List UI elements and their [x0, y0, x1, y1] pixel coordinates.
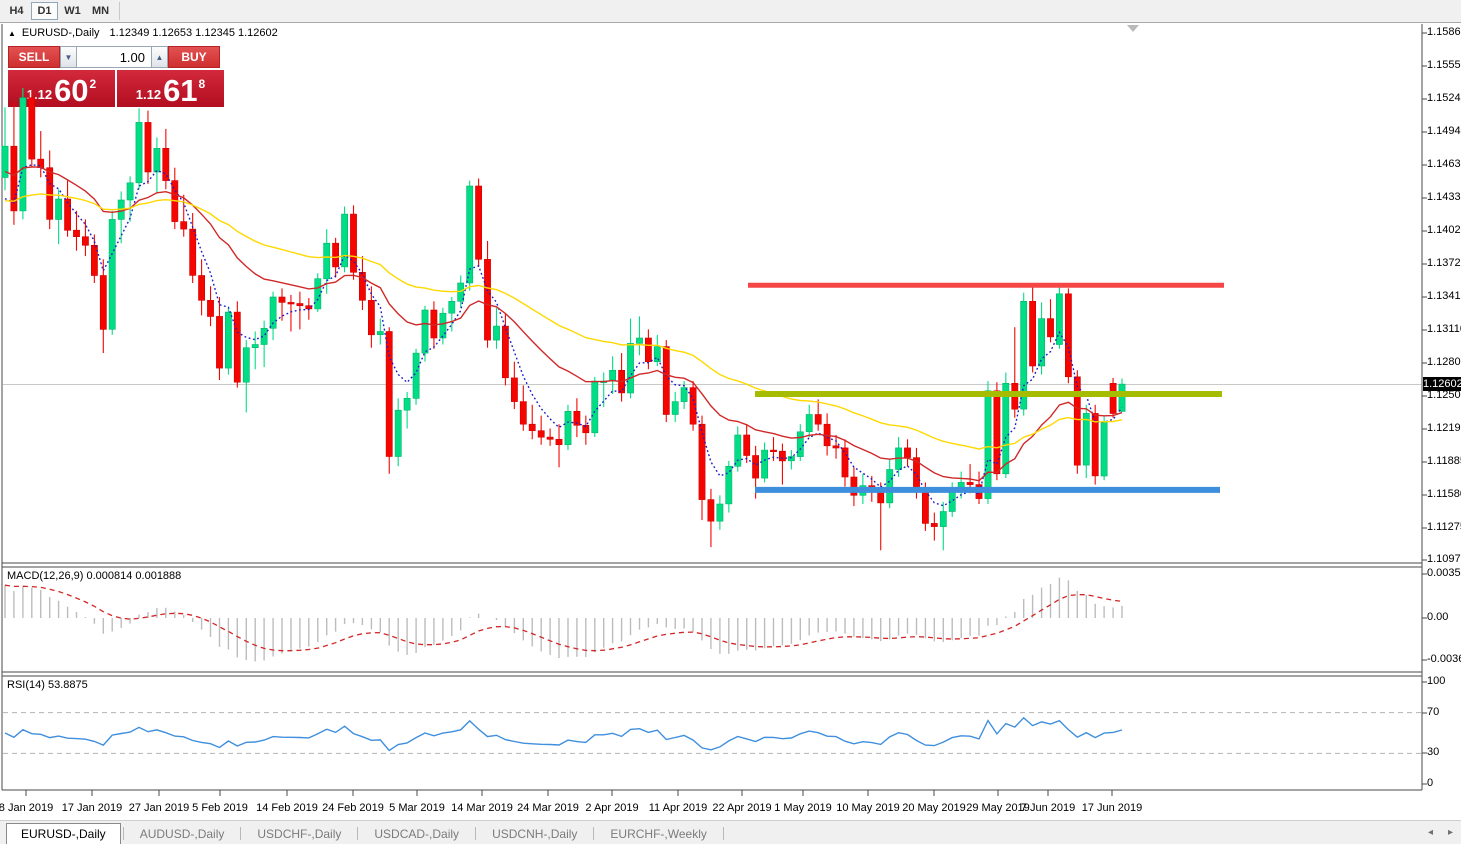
date-axis-label: 8 Jan 2019: [0, 802, 54, 814]
price-axis-label: 1.13110: [1427, 323, 1461, 335]
date-axis-label: 24 Feb 2019: [322, 802, 384, 814]
bottom-bar: EURUSD-,Daily AUDUSD-,Daily USDCHF-,Dail…: [0, 820, 1461, 844]
tab-separator: [475, 827, 477, 840]
volume-input[interactable]: [77, 46, 151, 68]
price-axis-label: 1.13720: [1427, 257, 1461, 269]
tab-eurchf-weekly[interactable]: EURCHF-,Weekly: [610, 826, 707, 841]
price-axis-label: 1.14330: [1427, 191, 1461, 203]
tab-usdcad-daily[interactable]: USDCAD-,Daily: [374, 826, 460, 841]
price-axis-label: 1.12500: [1427, 389, 1461, 401]
buy-quote-button[interactable]: 1.12 61 8: [117, 70, 224, 107]
rsi-axis-label: 30: [1427, 746, 1440, 758]
price-axis-label: 1.14635: [1427, 158, 1461, 170]
tab-usdchf-daily[interactable]: USDCHF-,Daily: [257, 826, 342, 841]
tab-separator: [357, 827, 359, 840]
timeframe-mn-button[interactable]: MN: [87, 2, 114, 20]
date-axis-label: 5 Mar 2019: [389, 802, 445, 814]
tab-separator: [593, 827, 595, 840]
macd-indicator-label: MACD(12,26,9) 0.000814 0.001888: [7, 570, 182, 582]
price-axis-label: 1.11275: [1427, 521, 1461, 533]
date-axis-label: 1 May 2019: [774, 802, 832, 814]
chart-tabs: EURUSD-,Daily AUDUSD-,Daily USDCHF-,Dail…: [6, 823, 726, 844]
chart-title-marker-icon: ▲: [8, 28, 16, 38]
price-axis-label: 1.11580: [1427, 488, 1461, 500]
price-axis-label: 1.15245: [1427, 92, 1461, 104]
buy-price-pips: 61: [163, 73, 198, 108]
price-axis-label: 1.13415: [1427, 290, 1461, 302]
buy-price-prefix: 1.12: [135, 87, 162, 102]
chart-ohlc-values: 1.12349 1.12653 1.12345 1.12602: [109, 27, 278, 39]
tab-separator: [722, 827, 724, 840]
macd-axis-label: 0.003518: [1427, 567, 1461, 579]
date-axis-label: 17 Jan 2019: [61, 802, 123, 814]
tab-separator: [122, 827, 124, 840]
date-axis-label: 17 Jun 2019: [1081, 802, 1143, 814]
price-axis-label: 1.15860: [1427, 26, 1461, 38]
tab-scroll-left-icon[interactable]: ◂: [1428, 827, 1434, 838]
one-click-trading-panel: SELL ▼ ▲ BUY 1.12 60 2 1.12 61 8: [8, 46, 226, 107]
price-axis-label: 1.11885: [1427, 455, 1461, 467]
rsi-indicator-label: RSI(14) 53.8875: [7, 679, 88, 691]
timeframe-toolbar: H4 D1 W1 MN: [0, 0, 1461, 23]
date-axis-label: 22 Apr 2019: [712, 802, 772, 814]
date-axis-label: 14 Mar 2019: [451, 802, 513, 814]
tab-separator: [240, 827, 242, 840]
macd-axis-label: -0.00367: [1427, 653, 1461, 665]
tab-scroll-right-icon[interactable]: ▸: [1448, 827, 1454, 838]
macd-axis-label: 0.00: [1427, 611, 1449, 623]
timeframe-d1-button[interactable]: D1: [31, 2, 58, 20]
date-axis-label: 20 May 2019: [902, 802, 966, 814]
chart-title: ▲ EURUSD-,Daily 1.12349 1.12653 1.12345 …: [8, 27, 278, 39]
sell-button[interactable]: SELL: [8, 46, 60, 68]
timeframe-h4-button[interactable]: H4: [3, 2, 30, 20]
toolbar-separator: [119, 2, 120, 20]
tab-eurusd-daily[interactable]: EURUSD-,Daily: [6, 823, 121, 844]
date-axis-label: 2 Apr 2019: [585, 802, 639, 814]
rsi-axis-label: 70: [1427, 706, 1440, 718]
tab-usdcnh-daily[interactable]: USDCNH-,Daily: [492, 826, 578, 841]
volume-increase-button[interactable]: ▲: [151, 46, 168, 68]
auto-scroll-marker-icon[interactable]: [1127, 25, 1139, 32]
price-axis-label: 1.12195: [1427, 422, 1461, 434]
chart-window: ▲ EURUSD-,Daily 1.12349 1.12653 1.12345 …: [0, 23, 1461, 820]
sell-price-point: 2: [89, 77, 97, 91]
price-axis-label: 1.15550: [1427, 59, 1461, 71]
date-axis-label: 11 Apr 2019: [648, 802, 708, 814]
buy-price-point: 8: [198, 77, 206, 91]
rsi-axis-label: 100: [1427, 675, 1446, 687]
date-axis-label: 5 Feb 2019: [192, 802, 248, 814]
date-axis-label: 29 May 2019: [966, 802, 1030, 814]
price-axis-label: 1.12805: [1427, 356, 1461, 368]
date-axis-label: 7 Jun 2019: [1020, 802, 1076, 814]
tab-audusd-daily[interactable]: AUDUSD-,Daily: [139, 826, 225, 841]
date-axis-label: 14 Feb 2019: [256, 802, 318, 814]
chart-symbol-label: EURUSD-,Daily: [21, 27, 100, 39]
date-axis-label: 10 May 2019: [836, 802, 900, 814]
sell-price-pips: 60: [54, 73, 89, 108]
buy-button[interactable]: BUY: [168, 46, 220, 68]
date-axis-label: 24 Mar 2019: [517, 802, 579, 814]
price-axis-label: 1.14940: [1427, 125, 1461, 137]
date-axis-label: 27 Jan 2019: [128, 802, 190, 814]
timeframe-w1-button[interactable]: W1: [59, 2, 86, 20]
volume-decrease-button[interactable]: ▼: [60, 46, 77, 68]
price-axis-label: 1.14025: [1427, 224, 1461, 236]
rsi-axis-label: 0: [1427, 777, 1434, 789]
current-price-tag: 1.12602: [1423, 377, 1461, 391]
